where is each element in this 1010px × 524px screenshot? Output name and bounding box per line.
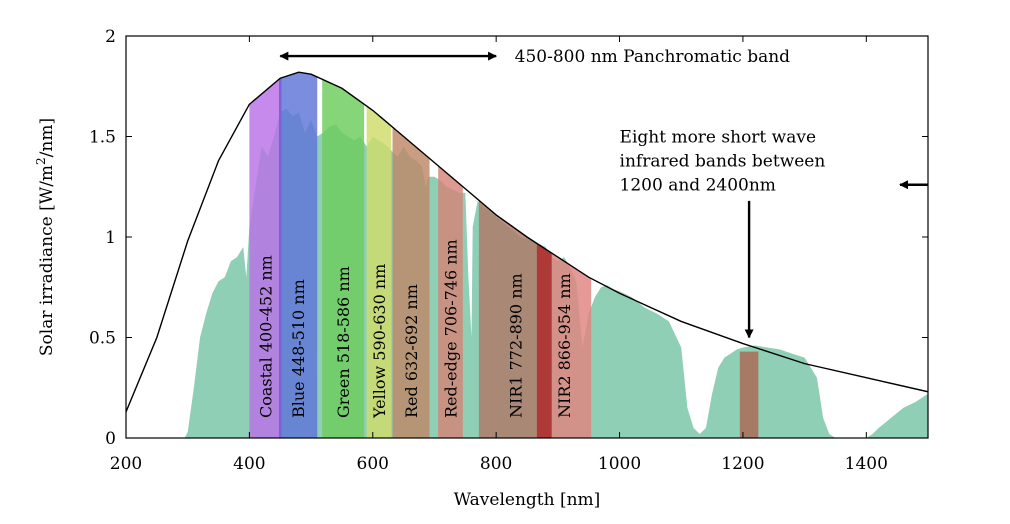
band-7 [478, 200, 552, 438]
y-axis-title: Solar irradiance [W/m2/nm] [34, 118, 57, 356]
band-label-4: Yellow 590-630 nm [370, 264, 389, 419]
y-tick-label: 1 [105, 228, 116, 248]
y-tick-label: 2 [105, 27, 116, 47]
x-axis-ticks: 200 400 600 800 1000 1200 1400 [110, 36, 888, 474]
swir-label-line-2: infrared bands between [620, 152, 826, 172]
y-title-superscript: 2 [34, 157, 48, 165]
y-tick-label: 0 [105, 429, 116, 449]
swir-label-line-1: Eight more short wave [620, 128, 816, 148]
swir-label-line-3: 1200 and 2400nm [620, 176, 776, 196]
band-3 [322, 79, 365, 438]
x-tick-label: 400 [233, 454, 265, 474]
x-tick-label: 200 [110, 454, 142, 474]
y-title-end: /nm] [37, 118, 57, 157]
panchromatic-annotation: 450-800 nm Panchromatic band [279, 47, 791, 67]
band-1 [249, 77, 282, 438]
x-axis-title: Wavelength [nm] [454, 490, 601, 510]
band-overlap-2 [536, 243, 552, 438]
band-6 [438, 165, 463, 438]
x-tick-label: 600 [357, 454, 389, 474]
band-2 [278, 72, 318, 438]
band-5 [392, 127, 430, 438]
y-tick-label: 0.5 [89, 329, 116, 349]
x-tick-label: 1200 [721, 454, 764, 474]
panchromatic-label: 450-800 nm Panchromatic band [515, 47, 791, 67]
x-tick-label: 1000 [598, 454, 641, 474]
x-tick-label: 800 [480, 454, 512, 474]
band-label-7: NIR1 772-890 nm [506, 273, 525, 418]
band-label-5: Red 632-692 nm [402, 284, 421, 418]
band-label-8: NIR2 866-954 nm [555, 273, 574, 418]
swir-annotation: Eight more short wave infrared bands bet… [620, 128, 928, 339]
band-labels: Coastal 400-452 nm Blue 448-510 nm Green 5… [256, 239, 574, 419]
x-tick-label: 1400 [845, 454, 888, 474]
blackbody-curve [126, 71, 928, 413]
band-label-2: Blue 448-510 nm [289, 279, 308, 418]
swir-band [739, 351, 759, 438]
y-axis-ticks: 0 0.5 1 1.5 2 [89, 27, 928, 449]
spectral-bands [249, 72, 759, 438]
y-tick-label: 1.5 [89, 128, 116, 148]
plot-area [126, 71, 928, 438]
band-overlap-1 [278, 77, 282, 438]
y-title-main: Solar irradiance [W/m [37, 165, 57, 356]
band-label-3: Green 518-586 nm [334, 266, 353, 418]
band-label-6: Red-edge 706-746 nm [442, 239, 461, 418]
band-label-1: Coastal 400-452 nm [256, 255, 275, 418]
band-4 [366, 105, 392, 438]
